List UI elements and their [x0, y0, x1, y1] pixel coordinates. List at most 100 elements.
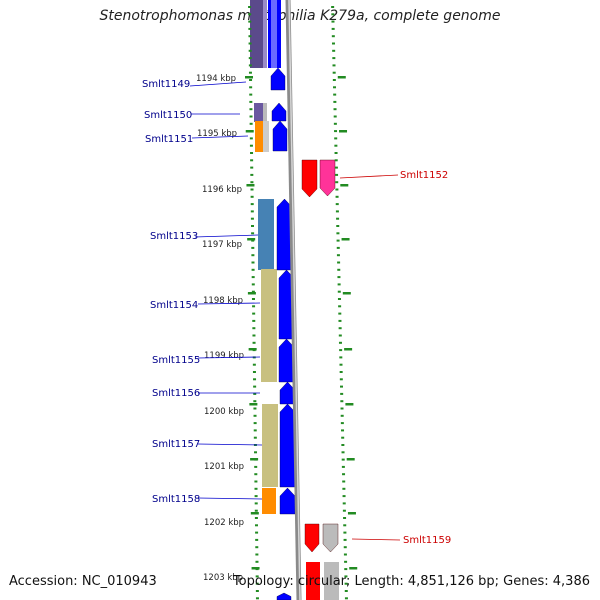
left-tick: [249, 86, 253, 89]
right-tick: [332, 57, 336, 60]
left-tick: [254, 451, 258, 454]
right-tick: [334, 166, 338, 169]
left-tick: [251, 232, 255, 235]
major-tick-right: [344, 348, 353, 351]
reverse-cds: [306, 562, 320, 600]
gene-label-left: Smlt1154: [150, 300, 198, 311]
right-tick: [331, 20, 335, 23]
left-tick: [249, 93, 253, 96]
right-tick: [338, 341, 342, 344]
cog-block: [263, 103, 267, 122]
right-tick: [339, 385, 343, 388]
left-tick: [248, 20, 252, 23]
left-tick: [253, 436, 257, 439]
right-tick: [340, 422, 344, 425]
left-tick: [252, 371, 256, 373]
left-tick: [249, 100, 253, 103]
right-tick: [336, 217, 340, 220]
cog-block: [263, 121, 269, 152]
left-tick: [251, 261, 255, 264]
right-tick: [341, 451, 345, 454]
reverse-cds-arrow: [301, 159, 318, 198]
kbp-label: 1203 kbp: [203, 573, 243, 583]
kbp-label: 1196 kbp: [202, 185, 242, 195]
major-tick-right: [337, 76, 346, 79]
major-tick-left: [245, 76, 254, 79]
major-tick-right: [342, 292, 351, 295]
right-tick: [333, 108, 337, 111]
genome-backbone: [285, 0, 302, 600]
right-gene-labels: Smlt1152 Smlt1159: [339, 170, 451, 546]
backbone-curve: [285, 0, 302, 600]
right-tick: [337, 261, 341, 264]
right-tick: [335, 181, 339, 184]
left-tick: [249, 144, 253, 147]
left-tick: [250, 203, 254, 206]
right-tick: [344, 590, 348, 592]
right-tick: [336, 239, 340, 242]
left-tick: [248, 71, 252, 74]
gene-label-left: Smlt1150: [144, 110, 192, 121]
left-tick: [251, 283, 255, 286]
right-tick: [343, 517, 347, 519]
right-tick: [334, 130, 338, 133]
right-tick: [337, 268, 341, 271]
reverse-cds: [324, 562, 339, 600]
gene-leader-line: [197, 302, 261, 305]
left-tick: [255, 553, 259, 556]
right-tick: [333, 122, 337, 125]
left-tick: [250, 195, 254, 198]
right-tick: [331, 42, 335, 45]
left-tick: [255, 538, 259, 541]
left-tick: [254, 502, 258, 505]
left-tick: [254, 524, 258, 527]
left-tick: [252, 334, 256, 337]
major-tick-right: [339, 130, 348, 133]
left-tick: [248, 13, 252, 16]
left-tick: [255, 597, 259, 600]
right-tick: [343, 524, 347, 527]
gene-label-left: Smlt1149: [142, 79, 190, 90]
gene-label-right: Smlt1152: [400, 170, 448, 181]
right-tick: [338, 305, 342, 308]
right-tick: [342, 495, 346, 498]
left-tick: [254, 473, 258, 476]
gene-label-right: Smlt1159: [403, 535, 451, 546]
left-tick: [253, 414, 257, 417]
reverse-strand-track: [301, 159, 339, 600]
right-tick: [339, 378, 343, 381]
right-tick: [333, 100, 337, 103]
major-tick-left: [248, 348, 257, 351]
map-title: Stenotrophomonas maltophilia K279a, comp…: [99, 8, 501, 24]
cog-block: [262, 488, 276, 514]
gene-leader-line: [197, 443, 263, 446]
cog-block: [250, 0, 265, 68]
left-tick: [253, 378, 257, 381]
major-tick-right: [345, 403, 354, 406]
right-tick: [336, 246, 340, 249]
right-tick: [343, 531, 347, 534]
left-tick: [248, 6, 252, 8]
left-tick: [251, 254, 255, 257]
gene-leader-line: [194, 234, 259, 238]
right-tick: [339, 349, 343, 352]
forward-cds-arrow: [279, 403, 296, 488]
right-tick: [340, 414, 344, 417]
left-tick: [249, 108, 253, 111]
right-tick: [333, 93, 337, 96]
forward-cds-arrow: [270, 67, 286, 91]
right-tick: [335, 195, 339, 198]
left-tick: [254, 495, 258, 498]
left-tick: [251, 276, 255, 279]
right-tick: [339, 371, 343, 373]
right-tick: [337, 298, 341, 300]
right-tick: [340, 392, 344, 395]
left-tick: [248, 64, 252, 67]
kbp-label: 1198 kbp: [203, 296, 243, 306]
accession-text: Accession: NC_010943: [9, 574, 157, 589]
left-tick: [248, 49, 252, 52]
left-tick: [248, 35, 252, 38]
left-tick: [252, 312, 256, 315]
left-tick: [253, 385, 257, 388]
